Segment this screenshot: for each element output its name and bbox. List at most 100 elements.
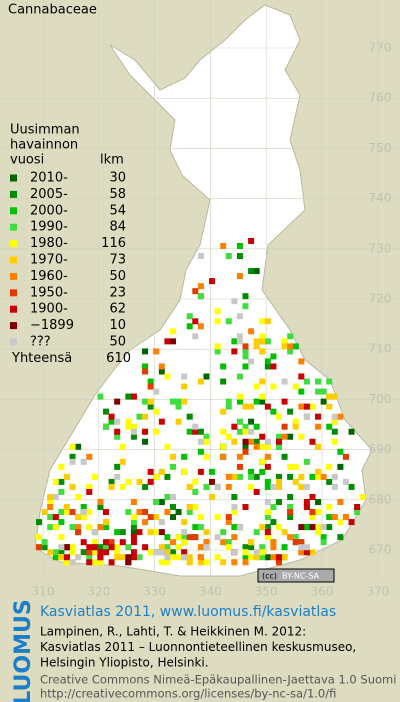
- citation-line: Kasviatlas 2011 – Luonnontieteellinen ke…: [40, 640, 356, 654]
- record-square: [236, 398, 243, 405]
- record-square: [315, 509, 322, 516]
- record-square: [320, 398, 327, 405]
- record-square: [197, 378, 204, 385]
- record-square: [287, 534, 294, 541]
- legend-total: 610: [106, 351, 131, 366]
- x-tick-label: 310: [32, 585, 55, 599]
- record-square: [147, 398, 154, 405]
- record-square: [231, 473, 238, 480]
- record-square: [181, 534, 188, 541]
- legend-label: 2000-: [30, 203, 68, 218]
- x-tick-label: 350: [255, 585, 278, 599]
- record-square: [281, 338, 288, 345]
- record-square: [36, 534, 43, 541]
- record-square: [292, 463, 299, 470]
- record-square: [203, 433, 210, 440]
- y-tick-label: 710: [369, 342, 392, 356]
- record-square: [248, 544, 255, 551]
- record-square: [97, 504, 104, 511]
- record-square: [248, 468, 255, 475]
- record-square: [276, 554, 282, 561]
- record-square: [315, 499, 322, 505]
- record-square: [287, 343, 294, 350]
- record-square: [130, 519, 137, 526]
- record-square: [158, 499, 165, 505]
- record-square: [320, 524, 327, 531]
- record-square: [169, 539, 176, 546]
- record-square: [315, 378, 322, 385]
- record-square: [186, 554, 193, 561]
- record-square: [259, 524, 266, 531]
- record-square: [276, 559, 282, 566]
- record-square: [242, 343, 249, 350]
- record-square: [169, 504, 176, 511]
- record-square: [326, 393, 333, 400]
- record-square: [242, 403, 249, 410]
- record-square: [236, 463, 243, 470]
- record-square: [337, 413, 344, 420]
- record-square: [264, 463, 271, 470]
- record-square: [41, 539, 48, 546]
- record-square: [125, 393, 132, 400]
- record-square: [242, 504, 249, 511]
- record-square: [298, 539, 305, 546]
- record-square: [214, 348, 221, 355]
- record-square: [264, 338, 271, 345]
- record-square: [197, 524, 204, 531]
- record-square: [270, 408, 277, 415]
- record-square: [125, 509, 132, 516]
- record-square: [276, 443, 282, 450]
- record-square: [186, 313, 193, 320]
- record-square: [136, 529, 143, 536]
- record-square: [209, 278, 216, 285]
- record-square: [292, 343, 299, 350]
- record-square: [259, 333, 266, 340]
- record-square: [220, 378, 227, 385]
- record-square: [259, 393, 266, 400]
- record-square: [287, 514, 294, 521]
- legend-swatch: [10, 322, 17, 330]
- record-square: [298, 524, 305, 531]
- legend-count: 84: [109, 220, 126, 235]
- record-square: [186, 509, 193, 516]
- legend-heading: vuosi: [10, 153, 44, 168]
- record-square: [236, 242, 243, 249]
- record-square: [309, 403, 316, 410]
- record-square: [248, 358, 255, 365]
- record-square: [52, 554, 59, 561]
- record-square: [192, 488, 199, 495]
- record-square: [209, 478, 216, 485]
- legend-label: 2010-: [30, 171, 68, 186]
- record-square: [298, 433, 305, 440]
- legend-label: 1970-: [30, 253, 68, 268]
- record-square: [125, 423, 132, 430]
- record-square: [203, 544, 210, 551]
- record-square: [264, 478, 271, 485]
- record-square: [63, 559, 70, 566]
- record-square: [58, 534, 65, 541]
- record-square: [242, 293, 249, 300]
- record-square: [52, 478, 59, 485]
- record-square: [214, 308, 221, 315]
- record-square: [315, 524, 322, 531]
- record-square: [36, 544, 43, 551]
- record-square: [248, 438, 255, 445]
- record-square: [287, 473, 294, 480]
- record-square: [181, 529, 188, 536]
- record-square: [197, 293, 204, 300]
- legend-swatch: [10, 272, 17, 280]
- record-square: [292, 423, 299, 430]
- record-square: [142, 509, 149, 516]
- legend-total-label: Yhteensä: [11, 351, 72, 366]
- record-square: [264, 514, 271, 521]
- legend-swatch: [10, 174, 17, 182]
- record-square: [158, 363, 165, 370]
- record-square: [164, 493, 171, 500]
- record-square: [209, 493, 216, 500]
- record-square: [192, 288, 199, 295]
- record-square: [253, 438, 260, 445]
- record-square: [169, 453, 176, 460]
- record-square: [214, 534, 221, 541]
- record-square: [142, 438, 149, 445]
- record-square: [231, 524, 238, 531]
